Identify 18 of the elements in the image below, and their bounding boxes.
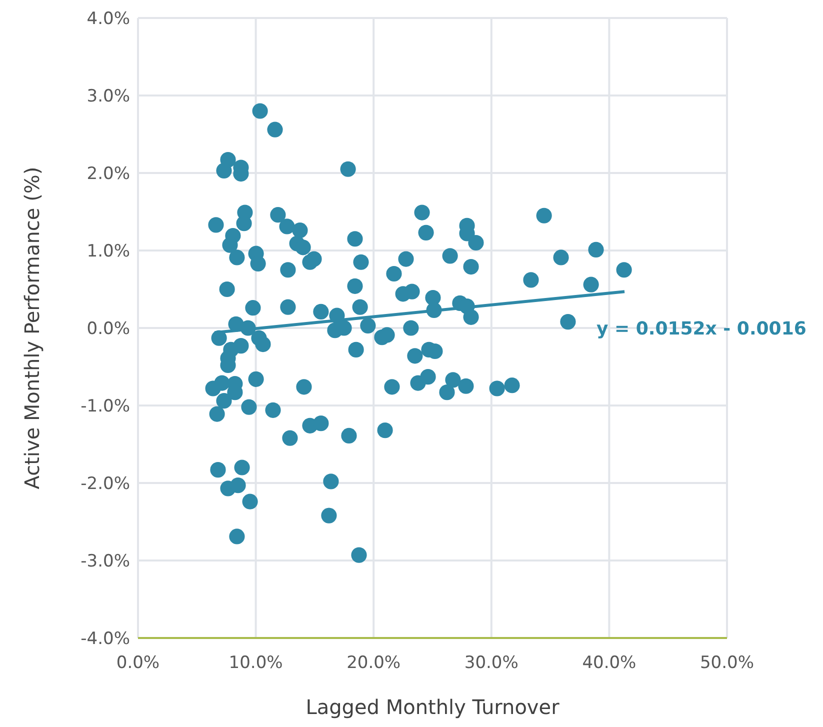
y-tick-label: 2.0% bbox=[86, 164, 130, 184]
y-tick-label: -3.0% bbox=[80, 552, 130, 572]
y-tick-label: -1.0% bbox=[80, 396, 130, 417]
y-tick-label: 3.0% bbox=[86, 86, 130, 107]
x-tick-label: 40.0% bbox=[582, 653, 636, 674]
x-axis-title: Lagged Monthly Turnover bbox=[306, 695, 560, 719]
y-tick-label: 0.0% bbox=[86, 319, 130, 340]
y-axis-title: Active Monthly Performance (%) bbox=[20, 166, 44, 490]
x-tick-label: 50.0% bbox=[700, 653, 754, 674]
y-tick-label: 4.0% bbox=[86, 9, 130, 30]
y-tick-label: -2.0% bbox=[80, 474, 130, 494]
y-tick-label: -4.0% bbox=[80, 629, 130, 650]
x-tick-label: 30.0% bbox=[464, 653, 518, 674]
x-tick-label: 20.0% bbox=[346, 653, 401, 674]
y-tick-label: 1.0% bbox=[86, 242, 130, 262]
x-tick-label: 0.0% bbox=[116, 653, 160, 674]
annotation: y = 0.0152x - 0.0016 bbox=[596, 318, 806, 340]
x-tick-label: 10.0% bbox=[228, 653, 283, 674]
